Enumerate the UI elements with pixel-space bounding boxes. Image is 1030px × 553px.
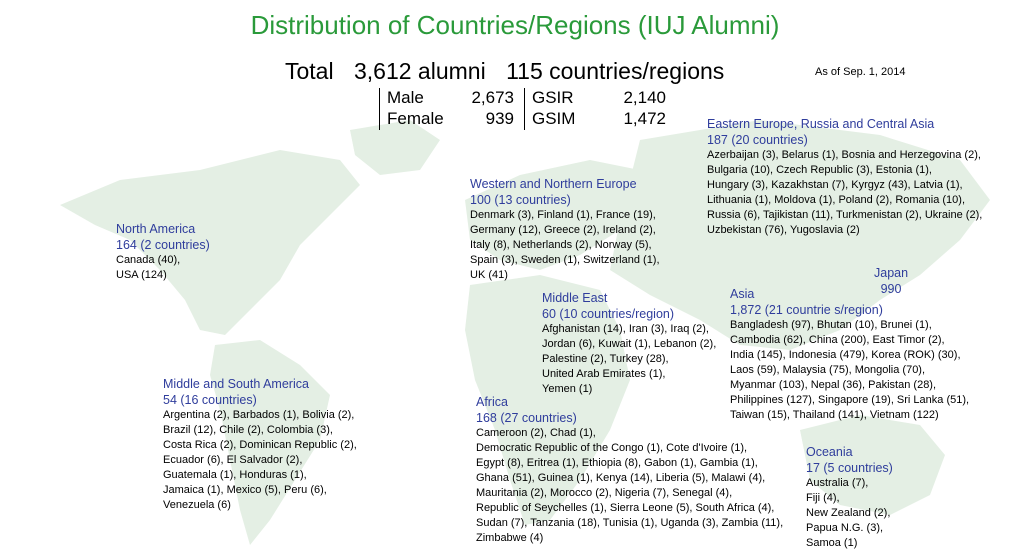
region-north-america: North America 164 (2 countries) Canada (… <box>116 221 210 283</box>
country-line: Russia (6), Tajikistan (11), Turkmenista… <box>707 209 983 221</box>
country-line: Taiwan (15), Thailand (141), Vietnam (12… <box>730 409 939 421</box>
country-line: Jamaica (1), Mexico (5), Peru (6), <box>163 484 327 496</box>
divider-left <box>379 88 380 130</box>
country-line: Fiji (4), <box>806 492 840 504</box>
total-alumni: 3,612 alumni <box>353 58 486 84</box>
region-count: 168 (27 countries) <box>476 411 577 425</box>
country-line: Canada (40), <box>116 254 181 266</box>
divider-middle <box>524 88 525 130</box>
region-name: Middle East <box>542 291 608 305</box>
region-name: Japan <box>874 266 909 280</box>
total-countries: 115 countries/regions <box>506 58 725 84</box>
country-line: Republic of Seychelles (1), Sierra Leone… <box>476 502 775 514</box>
country-line: Spain (3), Sweden (1), Switzerland (1), <box>470 254 660 266</box>
region-count: 187 (20 countries) <box>707 133 808 147</box>
region-count: 1,872 (21 countrie s/region) <box>730 303 883 317</box>
country-line: Italy (8), Netherlands (2), Norway (5), <box>470 239 652 251</box>
country-line: Bulgaria (10), Czech Republic (3), Eston… <box>707 164 932 176</box>
country-line: Denmark (3), Finland (1), France (19), <box>470 209 656 221</box>
country-line: New Zealand (2), <box>806 507 891 519</box>
country-line: Brazil (12), Chile (2), Colombia (3), <box>163 424 333 436</box>
greenland-shape <box>350 120 440 175</box>
gsim-value: 1,472 <box>623 109 666 128</box>
country-line: Zimbabwe (4) <box>476 532 544 544</box>
region-japan: Japan 990 <box>874 265 908 297</box>
region-africa: Africa 168 (27 countries) Cameroon (2), … <box>476 394 783 546</box>
country-line: Argentina (2), Barbados (1), Bolivia (2)… <box>163 409 355 421</box>
region-count: 990 <box>880 282 902 296</box>
country-line: Egypt (8), Eritrea (1), Ethiopia (8), Ga… <box>476 457 758 469</box>
as-of-date: As of Sep. 1, 2014 <box>815 66 906 78</box>
region-name: Africa <box>476 395 508 409</box>
region-count: 17 (5 countries) <box>806 461 893 475</box>
country-line: Bangladesh (97), Bhutan (10), Brunei (1)… <box>730 319 932 331</box>
region-count: 54 (16 countries) <box>163 393 257 407</box>
country-line: United Arab Emirates (1), <box>542 368 666 380</box>
asia-shape <box>610 120 990 350</box>
male-value: 2,673 <box>471 88 514 107</box>
country-line: Hungary (3), Kazakhstan (7), Kyrgyz (43)… <box>707 179 963 191</box>
australia-shape <box>800 415 945 515</box>
country-line: Ghana (51), Guinea (1), Kenya (14), Libe… <box>476 472 766 484</box>
country-line: USA (124) <box>116 269 167 281</box>
country-line: Afghanistan (14), Iran (3), Iraq (2), <box>542 323 709 335</box>
north-america-shape <box>60 150 360 335</box>
gsir-label: GSIR <box>532 88 574 107</box>
country-line: Cameroon (2), Chad (1), <box>476 427 596 439</box>
region-name: Asia <box>730 287 755 301</box>
country-line: Costa Rica (2), Dominican Republic (2), <box>163 439 357 451</box>
total-summary: Total 3,612 alumni 115 countries/regions <box>285 58 738 85</box>
country-line: Ecuador (6), El Salvador (2), <box>163 454 303 466</box>
country-line: Guatemala (1), Honduras (1), <box>163 469 307 481</box>
total-label: Total <box>285 58 334 84</box>
region-eastern-europe-russia-central-asia: Eastern Europe, Russia and Central Asia … <box>707 116 982 238</box>
country-line: India (145), Indonesia (479), Korea (ROK… <box>730 349 961 361</box>
region-name: Oceania <box>806 445 853 459</box>
country-line: Jordan (6), Kuwait (1), Lebanon (2), <box>542 338 717 350</box>
female-value: 939 <box>485 109 514 128</box>
country-line: Laos (59), Malaysia (75), Mongolia (70), <box>730 364 926 376</box>
country-line: Australia (7), <box>806 477 869 489</box>
country-line: Palestine (2), Turkey (28), <box>542 353 669 365</box>
region-name: Eastern Europe, Russia and Central Asia <box>707 117 935 131</box>
country-line: Uzbekistan (76), Yugoslavia (2) <box>707 224 860 236</box>
country-line: Cambodia (62), China (200), East Timor (… <box>730 334 945 346</box>
country-line: UK (41) <box>470 269 508 281</box>
country-line: Philippines (127), Singapore (19), Sri L… <box>730 394 970 406</box>
country-line: Mauritania (2), Morocco (2), Nigeria (7)… <box>476 487 733 499</box>
country-line: Germany (12), Greece (2), Ireland (2), <box>470 224 656 236</box>
male-label: Male <box>387 88 424 107</box>
africa-shape <box>465 275 630 525</box>
country-line: Sudan (7), Tanzania (18), Tunisia (1), U… <box>476 517 784 529</box>
region-name: North America <box>116 222 196 236</box>
region-oceania: Oceania 17 (5 countries) Australia (7), … <box>806 444 893 551</box>
country-line: Yemen (1) <box>542 383 593 395</box>
female-label: Female <box>387 109 444 128</box>
gsim-label: GSIM <box>532 109 576 128</box>
region-count: 60 (10 countries/region) <box>542 307 675 321</box>
page-title: Distribution of Countries/Regions (IUJ A… <box>250 10 780 40</box>
country-line: Lithuania (1), Moldova (1), Poland (2), … <box>707 194 966 206</box>
country-line: Samoa (1) <box>806 537 858 549</box>
south-america-shape <box>210 340 330 545</box>
country-line: Papua N.G. (3), <box>806 522 884 534</box>
country-line: Myanmar (103), Nepal (36), Pakistan (28)… <box>730 379 937 391</box>
region-western-northern-europe: Western and Northern Europe 100 (13 coun… <box>470 176 660 283</box>
europe-shape <box>465 160 650 270</box>
country-line: Venezuela (6) <box>163 499 231 511</box>
region-middle-south-america: Middle and South America 54 (16 countrie… <box>163 376 357 513</box>
gsir-value: 2,140 <box>623 88 666 107</box>
region-name: Middle and South America <box>163 377 309 391</box>
region-count: 100 (13 countries) <box>470 193 571 207</box>
region-middle-east: Middle East 60 (10 countries/region) Afg… <box>542 290 716 397</box>
country-line: Azerbaijan (3), Belarus (1), Bosnia and … <box>707 149 981 161</box>
country-line: Democratic Republic of the Congo (1), Co… <box>476 442 748 454</box>
region-name: Western and Northern Europe <box>470 177 637 191</box>
region-asia: Asia 1,872 (21 countrie s/region) Bangla… <box>730 286 969 423</box>
region-count: 164 (2 countries) <box>116 238 210 252</box>
